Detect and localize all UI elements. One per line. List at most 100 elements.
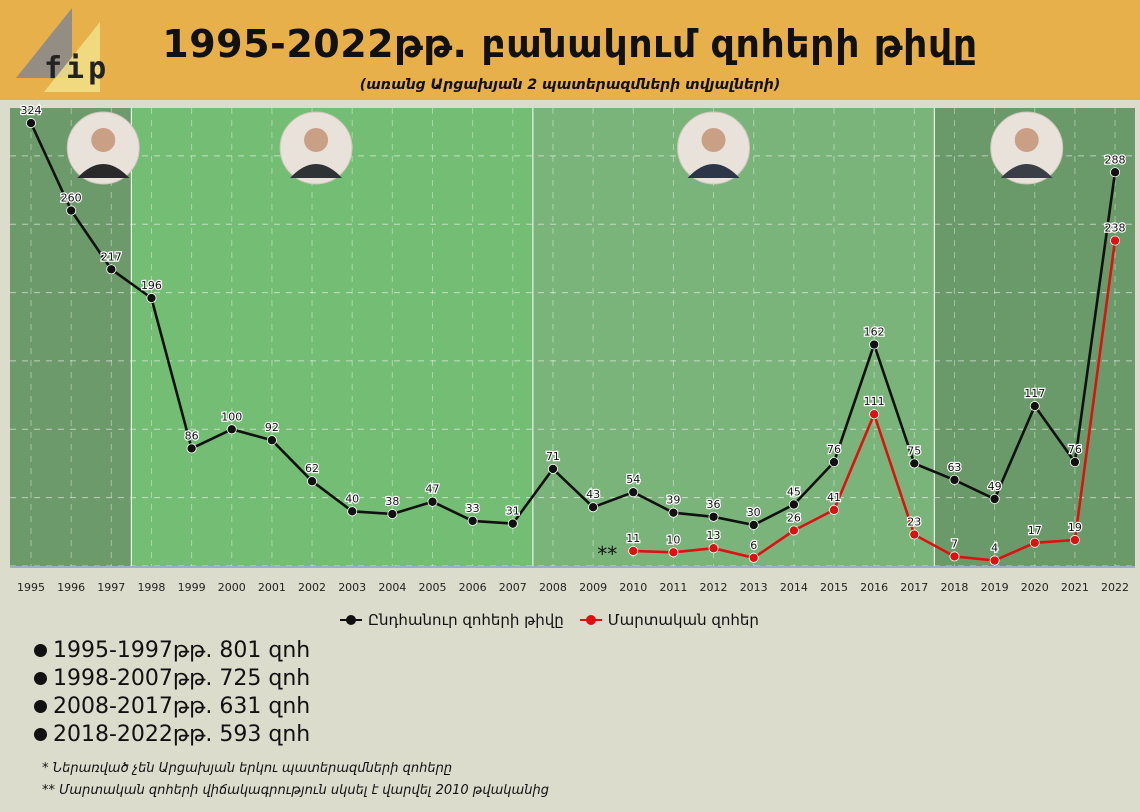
- data-point: [427, 496, 438, 507]
- portrait-icon-2-body: [290, 164, 343, 178]
- legend-label-combat: Մարտական զոհեր: [607, 611, 759, 629]
- data-label: 10: [666, 533, 680, 546]
- x-tick-label: 2007: [499, 581, 527, 594]
- x-tick-label: 2006: [459, 581, 487, 594]
- total-row: 1998-2007թթ. 725 զոհ: [34, 664, 310, 692]
- data-point: [146, 293, 157, 304]
- data-point: [25, 118, 36, 129]
- data-label: 49: [988, 480, 1002, 493]
- total-row: 2008-2017թթ. 631 զոհ: [34, 692, 310, 720]
- legend-label-total: Ընդհանուր զոհերի թիվը: [368, 611, 564, 629]
- data-point: [266, 435, 277, 446]
- x-tick-label: 2020: [1021, 581, 1049, 594]
- x-tick-label: 2010: [619, 581, 647, 594]
- data-point: [387, 509, 398, 520]
- data-point: [869, 409, 880, 420]
- data-point: [507, 518, 518, 529]
- period-totals: 1995-1997թթ. 801 զոհ 1998-2007թթ. 725 զո…: [34, 636, 310, 748]
- x-tick-label: 2013: [740, 581, 768, 594]
- x-tick-label: 2000: [218, 581, 246, 594]
- data-label: 86: [185, 429, 199, 442]
- data-label: 7: [951, 537, 958, 550]
- data-label: 324: [21, 104, 42, 117]
- x-tick-label: 2005: [419, 581, 447, 594]
- data-label: 26: [787, 511, 801, 524]
- data-point: [708, 543, 719, 554]
- portrait-icon-4-body: [1000, 164, 1053, 178]
- x-tick-label: 1997: [97, 581, 125, 594]
- data-point: [1110, 235, 1121, 246]
- data-label: 23: [907, 516, 921, 529]
- data-label: 92: [265, 421, 279, 434]
- page-subtitle: (առանց Արցախյան 2 պատերազմների տվյալների…: [359, 77, 781, 93]
- annotation-marker: **: [597, 542, 617, 566]
- legend-item-total: Ընդհանուր զոհերի թիվը: [340, 611, 564, 629]
- data-point: [628, 545, 639, 556]
- bullet-icon: [34, 727, 47, 741]
- data-point: [989, 494, 1000, 505]
- x-tick-label: 2019: [981, 581, 1009, 594]
- legend-item-combat: Մարտական զոհեր: [579, 611, 759, 629]
- data-label: 238: [1105, 222, 1126, 235]
- data-point: [788, 525, 799, 536]
- bullet-icon: [34, 643, 47, 657]
- x-tick-label: 2017: [900, 581, 928, 594]
- data-label: 75: [907, 444, 921, 457]
- data-label: 63: [947, 461, 961, 474]
- period-band: [131, 108, 533, 566]
- data-label: 117: [1024, 387, 1045, 400]
- data-label: 36: [707, 498, 721, 511]
- data-point: [467, 515, 478, 526]
- x-tick-label: 2016: [860, 581, 888, 594]
- period-band: [532, 108, 935, 566]
- data-label: 33: [466, 502, 480, 515]
- data-point: [748, 552, 759, 563]
- portrait-icon-2-head: [304, 128, 329, 152]
- logo-text: fip: [44, 51, 110, 86]
- x-tick-label: 2018: [940, 581, 968, 594]
- x-tick-label: 1999: [178, 581, 206, 594]
- x-tick-label: 2003: [338, 581, 366, 594]
- data-label: 288: [1105, 153, 1126, 166]
- x-tick-label: 2004: [378, 581, 406, 594]
- data-point: [989, 555, 1000, 566]
- data-point: [869, 339, 880, 350]
- data-label: 30: [747, 506, 761, 519]
- data-point: [66, 205, 77, 216]
- header-bar: fip 1995-2022թթ. բանակում զոհերի թիվը (ա…: [0, 0, 1140, 100]
- data-label: 162: [864, 326, 885, 339]
- data-point: [1069, 457, 1080, 468]
- data-point: [788, 499, 799, 510]
- x-tick-label: 2008: [539, 581, 567, 594]
- footnotes: * Ներառված չեն Արցախյան երկու պատերազմնե…: [42, 758, 549, 802]
- legend-marker-red-icon: [579, 615, 602, 625]
- x-tick-label: 2002: [298, 581, 326, 594]
- total-text: 1998-2007թթ. 725 զոհ: [53, 665, 311, 691]
- page-title: 1995-2022թթ. բանակում զոհերի թիվը: [162, 22, 978, 66]
- period-band: [10, 108, 132, 566]
- x-tick-label: 2011: [659, 581, 687, 594]
- x-tick-label: 2022: [1101, 581, 1129, 594]
- total-text: 1995-1997թթ. 801 զոհ: [53, 637, 311, 663]
- portrait-icon-1-head: [91, 128, 116, 152]
- portrait-icon-3-body: [687, 164, 740, 178]
- x-tick-label: 1998: [137, 581, 165, 594]
- x-tick-label: 2001: [258, 581, 286, 594]
- data-label: 100: [221, 410, 242, 423]
- data-label: 76: [1068, 443, 1082, 456]
- legend-marker-black-icon: [340, 615, 362, 625]
- x-tick-label: 2012: [700, 581, 728, 594]
- data-point: [1029, 537, 1040, 548]
- data-point: [1110, 167, 1121, 178]
- data-label: 38: [385, 495, 399, 508]
- x-tick-label: 2014: [780, 581, 808, 594]
- data-point: [1069, 535, 1080, 546]
- data-label: 71: [546, 450, 560, 463]
- data-label: 217: [101, 250, 122, 263]
- data-point: [1029, 401, 1040, 412]
- data-label: 13: [707, 529, 721, 542]
- data-label: 17: [1028, 524, 1042, 537]
- footnote-2: ** Մարտական զոհերի վիճակագրություն սկսել…: [42, 783, 549, 798]
- data-point: [226, 424, 237, 435]
- data-point: [949, 551, 960, 562]
